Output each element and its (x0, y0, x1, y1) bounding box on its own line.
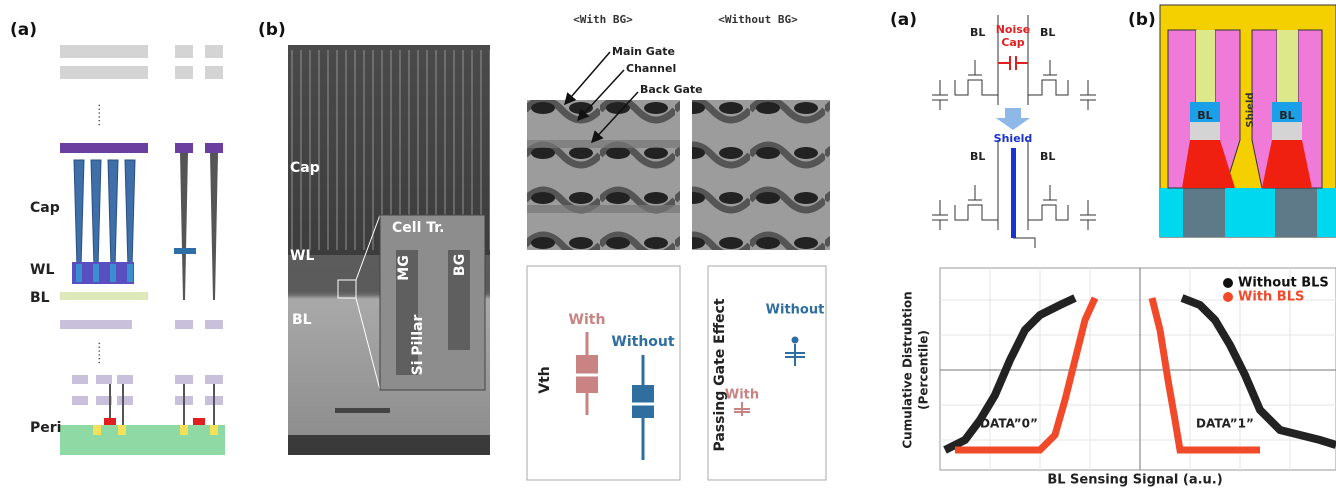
bl-label: BL (1040, 26, 1055, 39)
layer (205, 320, 223, 329)
box-without (632, 355, 654, 460)
bl-label: BL (970, 150, 985, 163)
bl-label: BL (1279, 109, 1294, 122)
plate (60, 143, 148, 153)
sem-texture (288, 435, 490, 455)
bl-label: BL (292, 312, 312, 328)
wl-label: WL (30, 262, 54, 278)
legend-label: Without BLS (1238, 276, 1329, 291)
plate (205, 143, 223, 153)
y-label: Cumulative Distrubtion (901, 291, 915, 448)
box-with-2 (734, 402, 750, 416)
cap-label: Cap (30, 200, 60, 216)
layer (60, 45, 148, 58)
bl-label: BL (1197, 109, 1212, 122)
callout: Back Gate (640, 83, 703, 96)
panel-label: (a) (890, 10, 917, 30)
bl-layer (60, 292, 148, 300)
panel-label: (b) (258, 20, 286, 40)
figure: (a) ...... ...... Cap WL BL Peri (b) (0, 0, 1336, 489)
panel-label: (b) (1128, 10, 1156, 30)
box-label: With (725, 388, 759, 403)
layer (205, 45, 223, 58)
sem-image (527, 100, 680, 250)
box-label: Without (766, 303, 825, 318)
annotation: DATA”0” (980, 417, 1038, 431)
back-gate-band (527, 140, 680, 148)
layer (60, 320, 132, 329)
back-gate-band (527, 205, 680, 213)
column-title: <With BG> (573, 13, 633, 26)
panel-1: (a) ...... ...... Cap WL BL Peri (10, 20, 225, 455)
shield-label: Shield (1245, 92, 1256, 127)
pillar-label: Si Pillar (410, 315, 426, 376)
bl-label: BL (970, 26, 985, 39)
x-label: BL Sensing Signal (a.u.) (1047, 473, 1222, 488)
substrate (60, 425, 225, 455)
y-label: Vth (537, 366, 553, 394)
plate (175, 143, 193, 153)
ellipsis: ...... (96, 342, 110, 365)
wl-label: WL (290, 248, 314, 264)
shield-line (1011, 148, 1016, 238)
cap-label: Cap (290, 160, 320, 176)
annotation: DATA”1” (1196, 417, 1254, 431)
peri-label: Peri (30, 420, 61, 436)
bl-label: BL (1040, 150, 1055, 163)
layer (205, 66, 223, 79)
contact (180, 153, 218, 300)
layer (175, 66, 193, 79)
y-label: (Percentile) (917, 330, 931, 410)
box-label: Without (611, 334, 674, 350)
bg-label: BG (452, 254, 468, 276)
ellipsis: ...... (96, 104, 110, 127)
layer (175, 45, 193, 58)
panel-3: <With BG> <Without BG> Main Gate Channel… (527, 13, 830, 480)
noise-label: Cap (1001, 36, 1024, 49)
sem-image (692, 100, 830, 250)
sem-texture (335, 408, 390, 413)
arrow (996, 108, 1030, 130)
mg-label: MG (396, 255, 412, 280)
capacitors (74, 160, 135, 268)
panel-label: (a) (10, 20, 37, 40)
via (174, 248, 196, 254)
arrow (565, 52, 610, 104)
inset-title: Cell Tr. (392, 220, 444, 236)
box-with (576, 332, 598, 415)
callout: Main Gate (612, 45, 675, 58)
noise-cap (998, 56, 1028, 70)
shield-label: Shield (994, 132, 1033, 145)
box-label: With (569, 312, 606, 328)
box-without-2 (785, 338, 805, 367)
y-label: Passing Gate Effect (712, 298, 728, 451)
layer (60, 66, 148, 79)
panel-4: (a) BL Noise Cap BL Shield BL BL (b) BL (890, 5, 1336, 488)
panel-2: (b) Cap WL BL Cell Tr. MG BG Si Pillar (258, 20, 490, 455)
column-title: <Without BG> (718, 13, 798, 26)
callout: Channel (626, 62, 676, 75)
bl-label: BL (30, 290, 50, 306)
peri-layers (72, 375, 223, 405)
noise-label: Noise (996, 23, 1031, 36)
legend-label: With BLS (1238, 290, 1304, 305)
layer (175, 320, 193, 329)
